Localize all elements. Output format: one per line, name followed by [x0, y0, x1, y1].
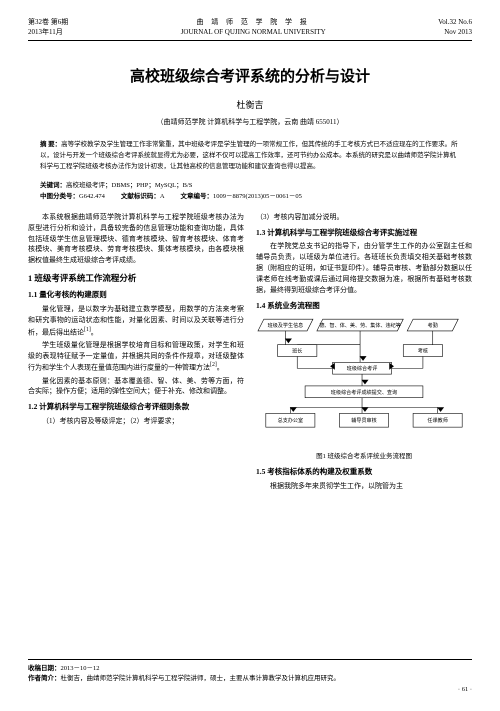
node-attend: 考勤: [428, 322, 438, 329]
journal-cn: 曲 靖 师 范 学 院 学 报: [181, 18, 326, 28]
node-eval: 班级综合考评: [347, 365, 378, 372]
date-en: Nov 2013: [438, 28, 472, 38]
volume-cn: 第32卷 第6期: [28, 18, 68, 28]
received-label: 收稿日期：: [28, 665, 61, 672]
author: 杜衡吉: [28, 98, 472, 111]
node-monitor: 班长: [292, 348, 302, 355]
node-scores: 德、智、体、美、劳、集体、违纪等: [319, 322, 401, 329]
journal-en: JOURNAL OF QUJING NORMAL UNIVERSITY: [181, 28, 326, 38]
right-column: （3）考核内容加减分说明。 1.3 计算机科学与工程学院班级综合考评实施过程 在…: [256, 212, 472, 494]
abstract: 摘 要：高等学校教学及学生管理工作非常繁重，其中班级考评是学生管理的一项常规工作…: [28, 139, 472, 172]
doccode-value: A: [160, 193, 165, 200]
section-1-1-heading: 1.1 量化考核的构建原则: [28, 289, 244, 301]
node-check: 考核: [418, 348, 428, 355]
para-1-5: 根据我院多年来贯彻学生工作，以院管为主: [256, 481, 472, 492]
section-1-4-heading: 1.4 系统业务流程图: [256, 300, 472, 312]
author-bio-label: 作者简介：: [28, 675, 61, 682]
page-number: · 61 ·: [28, 685, 472, 695]
left-column: 本系统根据曲靖师范学院计算机科学与工程学院班级考核办法为原型进行分析和设计，具备…: [28, 212, 244, 494]
intro-para: 本系统根据曲靖师范学院计算机科学与工程学院班级考核办法为原型进行分析和设计，具备…: [28, 212, 244, 266]
received-date: 2013－10－12: [61, 665, 100, 672]
clc-value: G642.474: [79, 193, 105, 200]
para-1-1b: 学生班级量化管理是根据学校培育目标和管理政策，对学生和班级的表现特征赋予一定量值…: [28, 340, 244, 374]
flowchart-diagram: 班级及学生信息 德、智、体、美、劳、集体、违纪等 考勤 班长 考核 班级综合考评…: [256, 316, 472, 446]
footer: 收稿日期：2013－10－12 作者简介：杜衡吉，曲靖师范学院计算机科学与工程学…: [28, 659, 472, 695]
section-1-5-heading: 1.5 考核指标体系的构建及权重系数: [256, 466, 472, 478]
section-1-2-heading: 1.2 计算机科学与工程学院班级综合考评细则条款: [28, 401, 244, 413]
node-office: 总支办公室: [278, 417, 303, 424]
affiliation: （曲靖师范学院 计算机科学与工程学院，云南 曲靖 655011）: [28, 117, 472, 127]
article-title: 高校班级综合考评系统的分析与设计: [28, 65, 472, 86]
keywords-text: 高校班级考评；DBMS；PHP；MySQL；B/S: [66, 182, 192, 189]
author-bio: 杜衡吉，曲靖师范学院计算机科学与工程学院讲师，硕士，主要从事计算教学及计算机应用…: [61, 675, 341, 682]
figure-caption: 图1 班级综合考系评统业务流程图: [256, 452, 472, 462]
para-cont: （3）考核内容加减分说明。: [256, 212, 472, 223]
abstract-text: 高等学校教学及学生管理工作非常繁重，其中班级考评是学生管理的一项常规工作，但其传…: [40, 141, 458, 170]
para-1-1c: 量化因素的基本原则：基本覆盖德、智、体、美、劳等方面，符合实际；操作方便；适用的…: [28, 376, 244, 398]
doccode-label: 文献标识码：: [121, 193, 160, 200]
para-1-2: （1）考核内容及等级评定；（2）考评要求；: [28, 416, 244, 427]
abstract-label: 摘 要：: [40, 141, 61, 148]
node-submit: 班级综合考评成绩提交、查询: [331, 389, 397, 396]
node-counselor: 辅导员审核: [351, 417, 376, 424]
node-teacher: 任课教师: [427, 417, 447, 424]
date-cn: 2013年11月: [28, 28, 68, 38]
body-columns: 本系统根据曲靖师范学院计算机科学与工程学院班级考核办法为原型进行分析和设计，具备…: [28, 212, 472, 494]
classification-line: 中图分类号：G642.474 文献标识码：A 文章编号：1009－8879(20…: [28, 191, 472, 202]
para-1-1a: 量化管理，是以数字为基础建立数学模型，用数学的方法来考察和研究事物的运动状态和性…: [28, 304, 244, 338]
section-1-heading: 1 班级考评系统工作流程分析: [28, 272, 244, 285]
clc-label: 中图分类号：: [40, 193, 79, 200]
running-header: 第32卷 第6期 2013年11月 曲 靖 师 范 学 院 学 报 JOURNA…: [28, 18, 472, 41]
artid-value: 1009－8879(2013)05－0061－05: [213, 193, 302, 200]
keywords: 关键词：高校班级考评；DBMS；PHP；MySQL；B/S: [28, 180, 472, 191]
section-1-3-heading: 1.3 计算机科学与工程学院班级综合考评实施过程: [256, 227, 472, 239]
para-1-3: 在学院党总支书记的指导下，由分管学生工作的办公室副主任和辅导员负责，以班级为单位…: [256, 241, 472, 295]
artid-label: 文章编号：: [181, 193, 214, 200]
keywords-label: 关键词：: [40, 182, 66, 189]
volume-en: Vol.32 No.6: [438, 18, 472, 28]
node-info: 班级及学生信息: [268, 322, 304, 329]
